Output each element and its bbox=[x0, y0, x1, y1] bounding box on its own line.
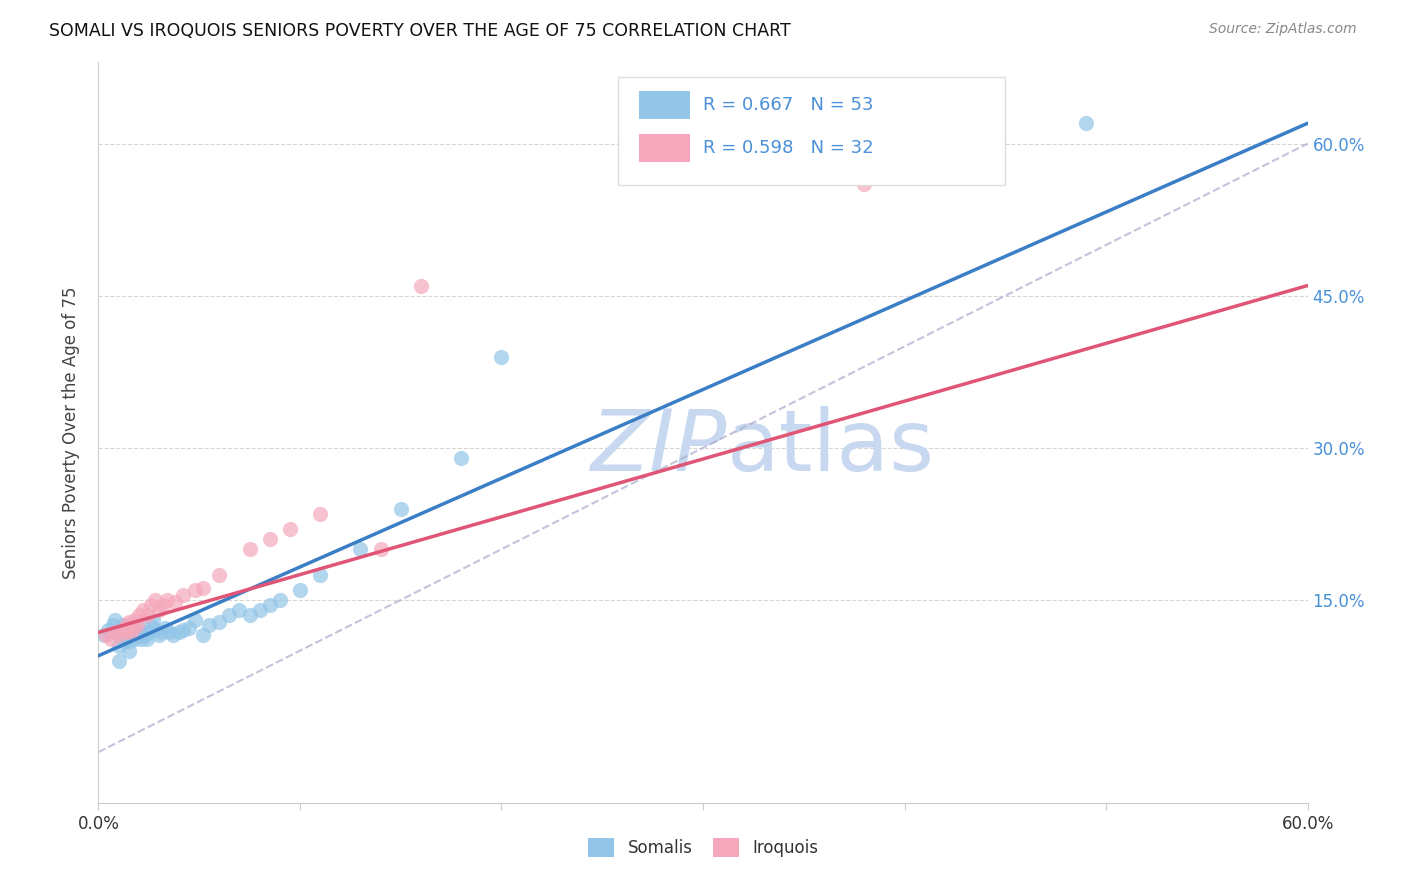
Point bbox=[125, 618, 148, 632]
Point bbox=[132, 625, 155, 640]
Point bbox=[172, 588, 194, 602]
Point bbox=[132, 603, 155, 617]
FancyBboxPatch shape bbox=[619, 78, 1005, 185]
Point bbox=[259, 532, 281, 546]
Point bbox=[139, 598, 162, 612]
Point bbox=[120, 625, 142, 640]
Point bbox=[96, 628, 118, 642]
Point bbox=[239, 542, 262, 557]
Point bbox=[1074, 116, 1097, 130]
Point bbox=[107, 654, 129, 668]
Point bbox=[125, 618, 148, 632]
Point bbox=[107, 639, 129, 653]
Point bbox=[118, 615, 141, 630]
Point bbox=[249, 603, 271, 617]
Point bbox=[153, 621, 176, 635]
Point bbox=[309, 507, 332, 521]
Point bbox=[114, 633, 136, 648]
Legend: Somalis, Iroquois: Somalis, Iroquois bbox=[588, 838, 818, 857]
Point bbox=[193, 581, 215, 595]
Y-axis label: Seniors Poverty Over the Age of 75: Seniors Poverty Over the Age of 75 bbox=[62, 286, 80, 579]
Point bbox=[184, 613, 207, 627]
Point bbox=[124, 632, 146, 646]
Point bbox=[100, 632, 122, 646]
Point bbox=[107, 628, 129, 642]
Point bbox=[148, 628, 170, 642]
Point bbox=[111, 624, 134, 638]
Point bbox=[135, 608, 157, 623]
Point bbox=[97, 624, 120, 638]
Point bbox=[853, 177, 876, 191]
Point bbox=[110, 628, 132, 642]
Text: SOMALI VS IROQUOIS SENIORS POVERTY OVER THE AGE OF 75 CORRELATION CHART: SOMALI VS IROQUOIS SENIORS POVERTY OVER … bbox=[49, 22, 792, 40]
Point bbox=[134, 628, 156, 642]
Point bbox=[370, 542, 392, 557]
Point bbox=[409, 278, 432, 293]
Point bbox=[111, 624, 134, 638]
Text: R = 0.667   N = 53: R = 0.667 N = 53 bbox=[703, 95, 873, 113]
Point bbox=[114, 628, 136, 642]
Point bbox=[167, 625, 190, 640]
Point bbox=[163, 595, 186, 609]
Point bbox=[143, 624, 166, 638]
Point bbox=[103, 625, 125, 640]
Point bbox=[179, 621, 201, 635]
Point bbox=[259, 598, 281, 612]
Point bbox=[278, 522, 301, 536]
FancyBboxPatch shape bbox=[638, 135, 690, 162]
Text: R = 0.598   N = 32: R = 0.598 N = 32 bbox=[703, 138, 873, 157]
Text: ZIP: ZIP bbox=[591, 406, 727, 489]
Point bbox=[162, 628, 184, 642]
Text: Source: ZipAtlas.com: Source: ZipAtlas.com bbox=[1209, 22, 1357, 37]
Point bbox=[139, 618, 162, 632]
Point bbox=[121, 628, 143, 642]
Point bbox=[309, 567, 332, 582]
Point bbox=[129, 632, 152, 646]
Point bbox=[208, 615, 231, 630]
Point bbox=[118, 633, 141, 648]
Point bbox=[128, 628, 150, 642]
Point bbox=[184, 582, 207, 597]
Point bbox=[128, 608, 150, 623]
Point bbox=[124, 613, 146, 627]
Point bbox=[239, 608, 262, 623]
Point bbox=[143, 593, 166, 607]
Text: atlas: atlas bbox=[727, 406, 935, 489]
Point bbox=[135, 632, 157, 646]
Point bbox=[115, 624, 138, 638]
Point bbox=[193, 628, 215, 642]
Point bbox=[124, 624, 146, 638]
Point bbox=[288, 582, 311, 597]
Point bbox=[142, 613, 165, 627]
FancyBboxPatch shape bbox=[638, 91, 690, 120]
Point bbox=[138, 625, 160, 640]
Point bbox=[349, 542, 371, 557]
Point bbox=[148, 603, 170, 617]
Point bbox=[198, 618, 221, 632]
Point bbox=[208, 567, 231, 582]
Point bbox=[389, 501, 412, 516]
Point bbox=[218, 608, 240, 623]
Point bbox=[101, 618, 124, 632]
Point bbox=[157, 625, 180, 640]
Point bbox=[156, 593, 179, 607]
Point bbox=[450, 450, 472, 465]
Point bbox=[152, 598, 174, 612]
Point bbox=[491, 350, 513, 364]
Point bbox=[121, 621, 143, 635]
Point bbox=[172, 624, 194, 638]
Point bbox=[93, 628, 115, 642]
Point bbox=[115, 618, 138, 632]
Point bbox=[114, 625, 136, 640]
Point bbox=[269, 593, 291, 607]
Point bbox=[120, 625, 142, 640]
Point bbox=[228, 603, 250, 617]
Point bbox=[111, 618, 134, 632]
Point bbox=[103, 613, 125, 627]
Point bbox=[118, 643, 141, 657]
Point bbox=[149, 625, 172, 640]
